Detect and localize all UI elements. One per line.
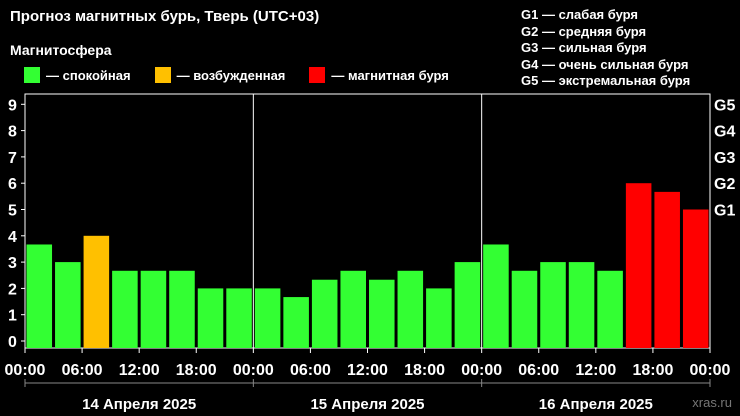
kp-bar — [625, 183, 652, 348]
g-tick-label: G1 — [714, 203, 735, 220]
x-tick-label: 12:00 — [575, 362, 616, 379]
legend-swatch-storm — [309, 67, 326, 83]
kp-bar — [340, 270, 366, 348]
legend-label-excited: — возбужденная — [176, 67, 286, 83]
g-tick-label: G2 — [714, 176, 735, 193]
kp-bar — [55, 262, 81, 348]
kp-bar — [283, 297, 309, 348]
x-tick-label: 00:00 — [233, 362, 274, 379]
x-tick-label: 18:00 — [632, 362, 673, 379]
y-tick-label: 8 — [8, 124, 17, 141]
x-tick-label: 00:00 — [690, 362, 731, 379]
y-tick-label: 6 — [8, 176, 17, 193]
g-tick-label: G4 — [714, 124, 735, 141]
kp-bar — [568, 262, 595, 348]
day-label: 15 Апреля 2025 — [310, 396, 424, 413]
kp-bar — [169, 270, 195, 348]
kp-bar — [254, 288, 281, 348]
y-tick-label: 9 — [8, 97, 17, 114]
kp-bar — [397, 270, 424, 348]
y-tick-label: 3 — [8, 255, 17, 272]
chart-title: Прогноз магнитных бурь, Тверь (UTC+03) — [10, 8, 320, 25]
x-tick-label: 18:00 — [176, 362, 217, 379]
kp-bar — [682, 209, 709, 348]
y-tick-label: 4 — [8, 229, 17, 246]
kp-bar — [454, 262, 481, 348]
kp-bar — [597, 270, 623, 348]
day-label: 14 Апреля 2025 — [82, 396, 196, 413]
kp-bar — [26, 244, 53, 348]
g-tick-label: G5 — [714, 97, 735, 114]
legend-item-quiet: — спокойная — [24, 67, 131, 83]
legend-label-storm: — магнитная буря — [331, 67, 449, 83]
x-tick-label: 00:00 — [5, 362, 46, 379]
watermark: xras.ru — [692, 395, 732, 410]
g-legend-item: G1 — слабая буря — [521, 7, 639, 22]
kp-bar — [197, 288, 224, 348]
x-tick-label: 12:00 — [119, 362, 160, 379]
day-label: 16 Апреля 2025 — [539, 396, 653, 413]
x-tick-label: 12:00 — [347, 362, 388, 379]
y-tick-label: 7 — [8, 150, 17, 167]
legend-title: Магнитосфера — [10, 42, 112, 58]
kp-bar — [426, 288, 452, 348]
y-tick-label: 1 — [8, 308, 17, 325]
kp-bar — [540, 262, 566, 348]
g-legend-item: G5 — экстремальная буря — [521, 73, 691, 88]
y-tick-label: 5 — [8, 203, 17, 220]
x-tick-label: 18:00 — [404, 362, 445, 379]
g-scale-legend: G1 — слабая буря G2 — средняя буря G3 — … — [521, 7, 690, 90]
kp-bar — [654, 191, 680, 348]
kp-bar — [311, 279, 338, 348]
kp-bar — [83, 235, 110, 348]
kp-bar — [369, 279, 395, 348]
g-legend-item: G3 — сильная буря — [521, 40, 647, 55]
g-tick-label: G3 — [714, 150, 735, 167]
g-legend-item: G4 — очень сильная буря — [521, 56, 689, 72]
legend-item-excited: — возбужденная — [154, 67, 286, 83]
x-tick-label: 06:00 — [290, 362, 331, 379]
legend-swatch-quiet — [24, 67, 40, 83]
y-tick-label: 2 — [8, 281, 17, 298]
x-tick-label: 06:00 — [518, 362, 559, 379]
kp-bar — [140, 270, 167, 348]
x-tick-label: 00:00 — [461, 362, 502, 379]
legend-label-quiet: — спокойная — [46, 67, 131, 83]
g-legend-item: G2 — средняя буря — [521, 23, 647, 39]
kp-bar — [112, 270, 138, 348]
y-tick-label: 0 — [8, 334, 17, 351]
kp-bar — [226, 288, 252, 348]
legend-item-storm: — магнитная буря — [309, 67, 449, 83]
x-tick-label: 06:00 — [62, 362, 103, 379]
status-legend: — спокойная — возбужденная — магнитная б… — [24, 67, 473, 83]
kp-bar — [511, 270, 538, 348]
legend-swatch-excited — [154, 67, 171, 83]
kp-bar — [483, 244, 509, 348]
